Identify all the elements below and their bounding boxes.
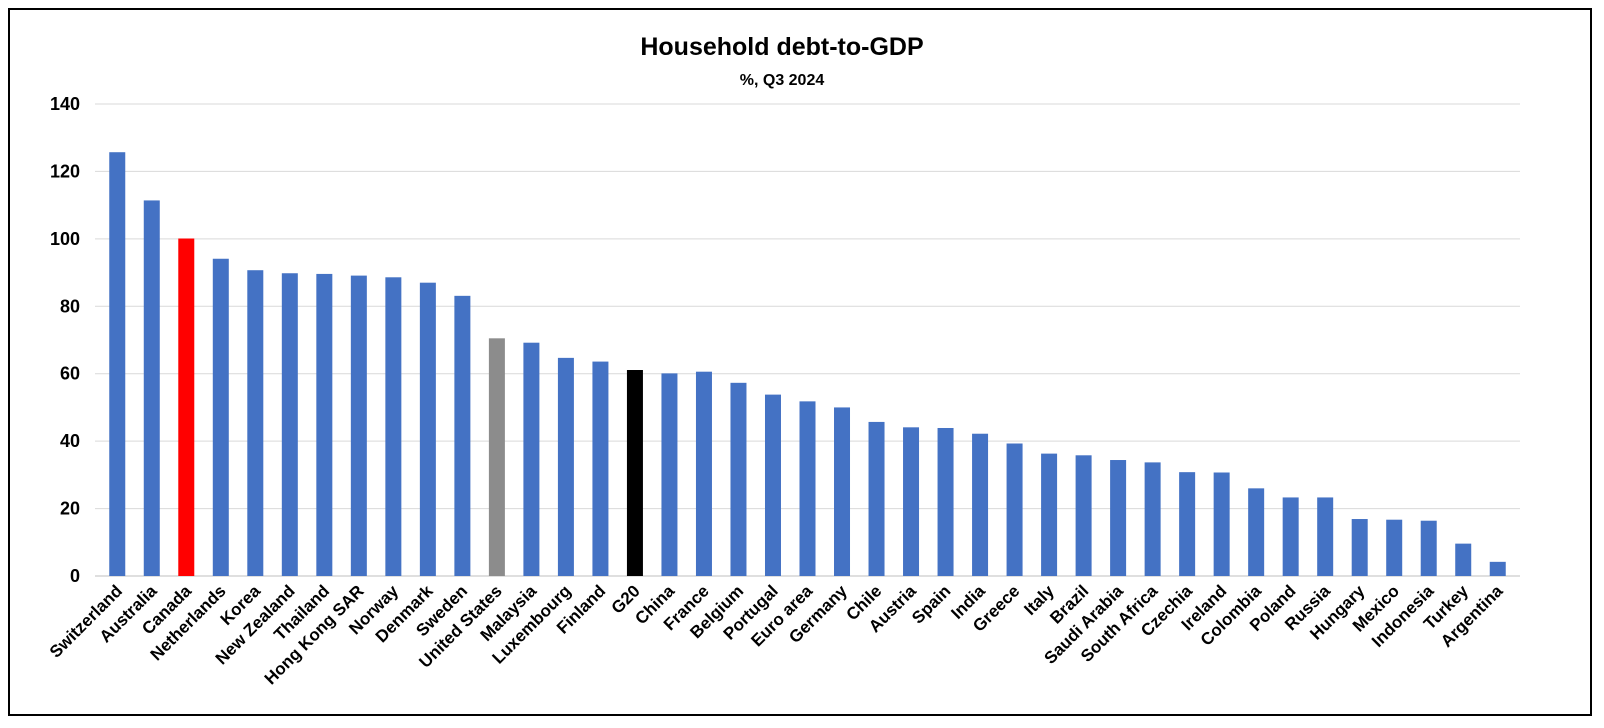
bar-switzerland xyxy=(109,152,126,576)
bar-france xyxy=(695,371,712,576)
bar-denmark xyxy=(419,282,436,576)
bar-g20 xyxy=(626,370,643,576)
bar-netherlands xyxy=(212,258,229,576)
bar-poland xyxy=(1282,497,1299,576)
bar-china xyxy=(661,373,678,576)
bar-hungary xyxy=(1351,519,1368,576)
y-tick-label: 140 xyxy=(50,94,80,114)
bar-turkey xyxy=(1455,543,1472,576)
chart-frame xyxy=(8,8,1592,716)
bar-south-africa xyxy=(1144,462,1161,576)
bar-luxembourg xyxy=(557,357,574,576)
bar-korea xyxy=(247,270,264,576)
bar-ireland xyxy=(1213,472,1230,576)
bar-belgium xyxy=(730,382,747,576)
bar-norway xyxy=(385,277,402,576)
bar-argentina xyxy=(1489,561,1506,576)
bar-canada xyxy=(178,238,195,576)
bar-chile xyxy=(868,421,885,576)
bar-czechia xyxy=(1179,472,1196,576)
bar-finland xyxy=(592,361,609,576)
y-axis-ticks: 0 20 40 60 80 100 120 140 xyxy=(50,94,80,586)
bar-spain xyxy=(937,427,954,576)
bar-malaysia xyxy=(523,342,540,576)
x-tick-label-spain: Spain xyxy=(908,581,954,627)
bar-italy xyxy=(1041,453,1058,576)
bar-portugal xyxy=(764,394,781,576)
bar-russia xyxy=(1317,497,1334,576)
bar-euro-area xyxy=(799,401,816,576)
y-tick-label: 40 xyxy=(60,431,80,451)
bar-indonesia xyxy=(1420,520,1437,576)
gridlines xyxy=(95,103,1520,577)
y-tick-label: 120 xyxy=(50,161,80,181)
x-axis-ticks: SwitzerlandAustraliaCanadaNetherlandsKor… xyxy=(46,581,1507,688)
chart-title: Household debt-to-GDP xyxy=(640,33,923,61)
y-tick-label: 0 xyxy=(70,566,80,586)
y-tick-label: 100 xyxy=(50,229,80,249)
bar-united-states xyxy=(488,338,505,576)
bar-colombia xyxy=(1248,488,1265,576)
y-tick-label: 60 xyxy=(60,364,80,384)
bar-greece xyxy=(1006,443,1023,576)
bar-sweden xyxy=(454,295,471,576)
bar-hong-kong-sar xyxy=(350,275,367,576)
bar-germany xyxy=(834,407,851,576)
bar-saudi-arabia xyxy=(1110,460,1127,576)
bar-thailand xyxy=(316,273,333,576)
chart-subtitle: %, Q3 2024 xyxy=(740,72,825,89)
bars xyxy=(109,152,1506,576)
bar-india xyxy=(972,433,989,576)
bar-new-zealand xyxy=(281,273,298,576)
bar-australia xyxy=(143,200,160,576)
bar-austria xyxy=(903,427,920,576)
bar-mexico xyxy=(1386,519,1403,576)
y-tick-label: 80 xyxy=(60,296,80,316)
bar-brazil xyxy=(1075,455,1092,576)
y-tick-label: 20 xyxy=(60,499,80,519)
